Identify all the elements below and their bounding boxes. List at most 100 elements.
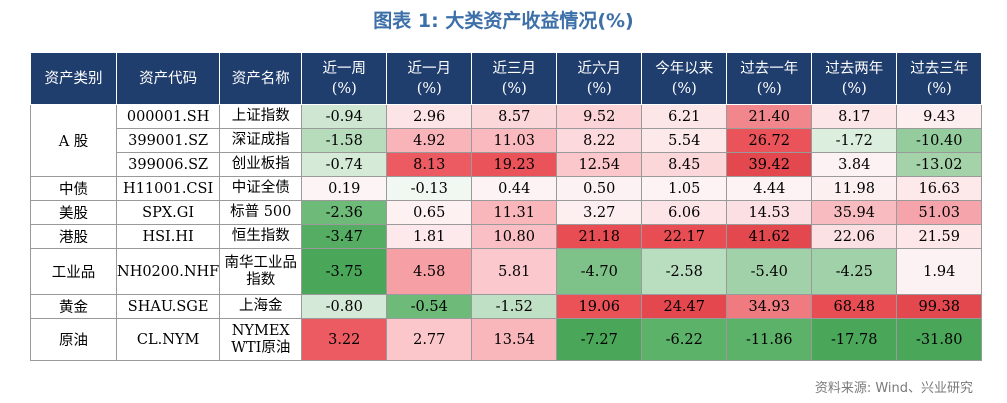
header-unit: (%)	[671, 80, 697, 97]
header-label: 过去两年	[825, 60, 884, 77]
table-body: A 股 000001.SH 上证指数 -0.94 2.96 8.57 9.52 6.21 21.…	[30, 104, 983, 361]
asset-category: 原油	[30, 318, 117, 361]
header-unit: (%)	[331, 80, 357, 97]
asset-code: H11001.CSI	[115, 176, 221, 201]
asset-code: 000001.SH	[115, 104, 221, 129]
header-unit: (%)	[501, 80, 527, 97]
return-value-cell: -5.40	[726, 248, 813, 295]
return-value-cell: -4.25	[811, 248, 898, 295]
return-value-cell: 4.58	[386, 248, 473, 295]
header-cell: 近一月 (%)	[386, 52, 473, 105]
return-value-cell: -6.22	[641, 318, 728, 361]
return-value-cell: -13.02	[896, 152, 983, 177]
return-value-cell: -2.36	[301, 200, 388, 225]
asset-name: 上证指数	[219, 104, 303, 129]
return-value-cell: -0.80	[301, 294, 388, 319]
return-value-cell: -11.86	[726, 318, 813, 361]
return-value-cell: 8.57	[471, 104, 558, 129]
header-label: 资产代码	[139, 70, 198, 87]
header-cell: 过去一年 (%)	[726, 52, 813, 105]
return-value-cell: -3.75	[301, 248, 388, 295]
header-cell: 资产类别	[30, 52, 117, 105]
return-value-cell: 39.42	[726, 152, 813, 177]
header-label: 近三月	[492, 60, 537, 77]
return-value-cell: 1.81	[386, 224, 473, 249]
return-value-cell: 21.40	[726, 104, 813, 129]
return-value-cell: 26.72	[726, 128, 813, 153]
chart-title: 图表 1: 大类资产收益情况(%)	[373, 10, 634, 32]
return-value-cell: 3.27	[556, 200, 643, 225]
return-value-cell: 14.53	[726, 200, 813, 225]
table-row: 美股 SPX.GI 标普 500 -2.36 0.65 11.31 3.27 6.06 14.5…	[30, 200, 983, 225]
return-value-cell: 3.22	[301, 318, 388, 361]
header-unit: (%)	[926, 80, 952, 97]
return-value-cell: -17.78	[811, 318, 898, 361]
return-value-cell: 0.44	[471, 176, 558, 201]
return-value-cell: 4.92	[386, 128, 473, 153]
asset-code: 399006.SZ	[115, 152, 221, 177]
asset-code: CL.NYM	[115, 318, 221, 361]
return-value-cell: 8.17	[811, 104, 898, 129]
return-value-cell: 2.77	[386, 318, 473, 361]
table-row: 黄金 SHAU.SGE 上海金 -0.80 -0.54 -1.52 19.06 24.47 34…	[30, 294, 983, 319]
header-cell: 近六月 (%)	[556, 52, 643, 105]
header-label: 过去一年	[740, 60, 799, 77]
return-value-cell: 99.38	[896, 294, 983, 319]
return-value-cell: 2.96	[386, 104, 473, 129]
return-value-cell: 22.06	[811, 224, 898, 249]
return-value-cell: 11.98	[811, 176, 898, 201]
asset-name: 南华工业品指数	[219, 248, 303, 295]
asset-category: 美股	[30, 200, 117, 225]
table-row: 工业品 NH0200.NHF 南华工业品指数 -3.75 4.58 5.81 -4.70 -2…	[30, 248, 983, 295]
header-cell: 过去两年 (%)	[811, 52, 898, 105]
return-value-cell: 1.05	[641, 176, 728, 201]
return-value-cell: 21.18	[556, 224, 643, 249]
return-value-cell: 9.52	[556, 104, 643, 129]
asset-category: A 股	[30, 104, 117, 177]
return-value-cell: 41.62	[726, 224, 813, 249]
asset-code: 399001.SZ	[115, 128, 221, 153]
header-unit: (%)	[586, 80, 612, 97]
return-value-cell: -1.58	[301, 128, 388, 153]
return-value-cell: 19.06	[556, 294, 643, 319]
return-value-cell: 5.81	[471, 248, 558, 295]
return-value-cell: 22.17	[641, 224, 728, 249]
return-value-cell: -1.72	[811, 128, 898, 153]
return-value-cell: 0.65	[386, 200, 473, 225]
header-cell: 近三月 (%)	[471, 52, 558, 105]
asset-category: 港股	[30, 224, 117, 249]
return-value-cell: -0.54	[386, 294, 473, 319]
return-value-cell: 8.45	[641, 152, 728, 177]
return-value-cell: 0.50	[556, 176, 643, 201]
return-value-cell: 1.94	[896, 248, 983, 295]
return-value-cell: 0.19	[301, 176, 388, 201]
asset-name: 标普 500	[219, 200, 303, 225]
return-value-cell: 4.44	[726, 176, 813, 201]
asset-category: 中债	[30, 176, 117, 201]
asset-code: HSI.HI	[115, 224, 221, 249]
return-value-cell: 5.54	[641, 128, 728, 153]
return-value-cell: -0.94	[301, 104, 388, 129]
table-row: 港股 HSI.HI 恒生指数 -3.47 1.81 10.80 21.18 22.17 41.6…	[30, 224, 983, 249]
header-label: 过去三年	[910, 60, 969, 77]
return-value-cell: 24.47	[641, 294, 728, 319]
return-value-cell: 34.93	[726, 294, 813, 319]
header-unit: (%)	[841, 80, 867, 97]
header-label: 今年以来	[655, 60, 714, 77]
asset-name: 创业板指	[219, 152, 303, 177]
return-value-cell: -4.70	[556, 248, 643, 295]
asset-returns-table: 资产类别 资产代码 资产名称 近一周 (%) 近一月 (%) 近三月 (%) 近六月 (%) 今年以来…	[30, 52, 983, 361]
asset-code: SPX.GI	[115, 200, 221, 225]
asset-code: NH0200.NHF	[115, 248, 221, 295]
return-value-cell: 19.23	[471, 152, 558, 177]
return-value-cell: 51.03	[896, 200, 983, 225]
return-value-cell: 3.84	[811, 152, 898, 177]
return-value-cell: 6.06	[641, 200, 728, 225]
header-unit: (%)	[756, 80, 782, 97]
header-cell: 近一周 (%)	[301, 52, 388, 105]
return-value-cell: -0.74	[301, 152, 388, 177]
table-row: 399001.SZ 深证成指 -1.58 4.92 11.03 8.22 5.54 26.72…	[31, 128, 983, 153]
return-value-cell: -1.52	[471, 294, 558, 319]
return-value-cell: 68.48	[811, 294, 898, 319]
header-label: 近一周	[322, 60, 367, 77]
